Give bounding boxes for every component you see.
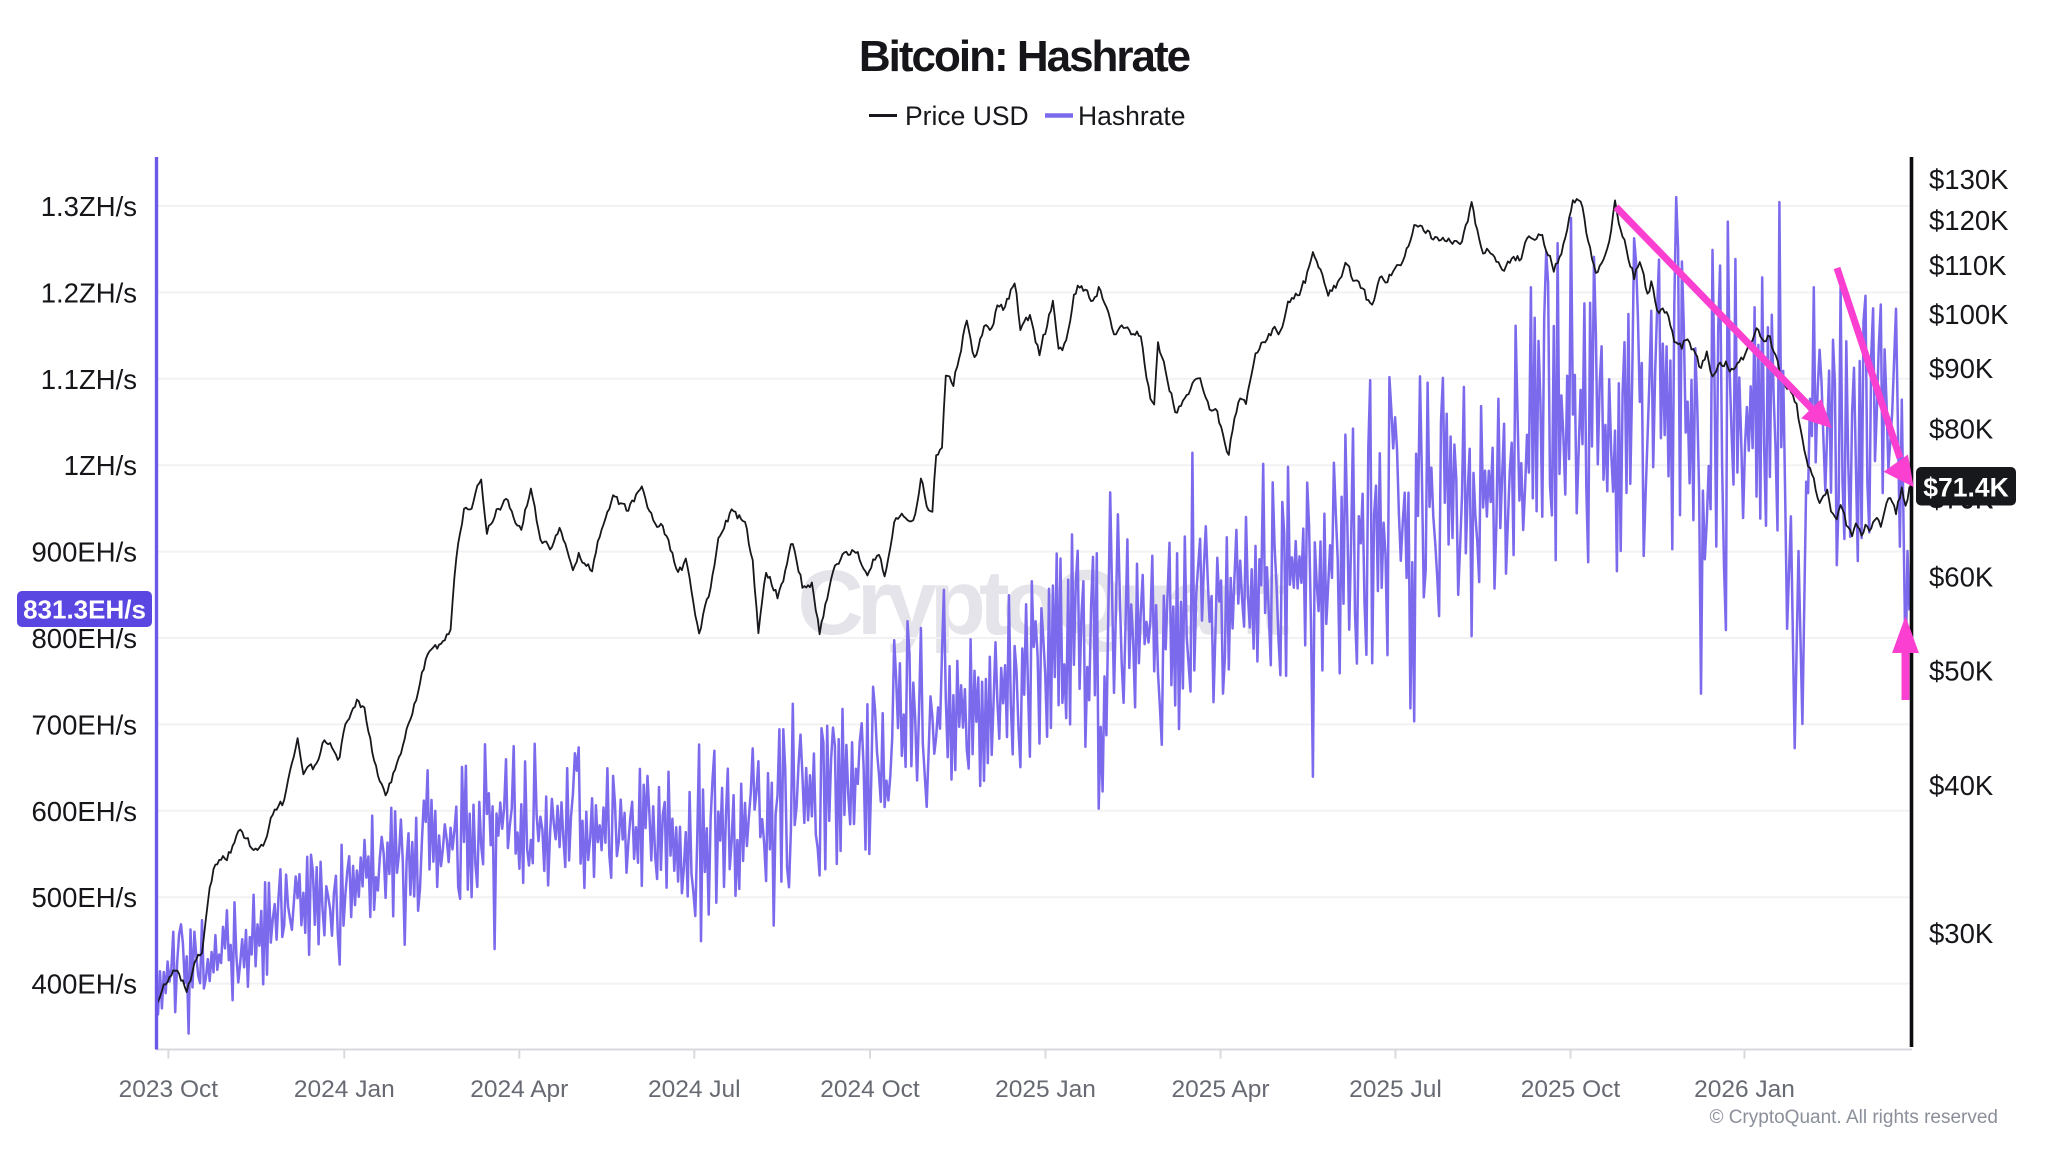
svg-text:900EH/s: 900EH/s bbox=[32, 537, 137, 568]
svg-text:831.3EH/s: 831.3EH/s bbox=[23, 595, 146, 625]
svg-text:2023 Oct: 2023 Oct bbox=[119, 1076, 219, 1103]
svg-text:$110K: $110K bbox=[1929, 250, 2007, 281]
svg-text:400EH/s: 400EH/s bbox=[32, 969, 137, 1000]
svg-text:$30K: $30K bbox=[1929, 918, 1994, 949]
svg-text:2024 Jul: 2024 Jul bbox=[648, 1076, 741, 1103]
svg-text:$120K: $120K bbox=[1929, 205, 2009, 236]
svg-text:2024 Oct: 2024 Oct bbox=[820, 1076, 920, 1103]
svg-text:2025 Oct: 2025 Oct bbox=[1521, 1076, 1621, 1103]
svg-text:Bitcoin: Hashrate: Bitcoin: Hashrate bbox=[859, 32, 1190, 81]
svg-text:$71.4K: $71.4K bbox=[1923, 473, 2008, 503]
svg-text:2024 Apr: 2024 Apr bbox=[470, 1076, 568, 1103]
svg-text:$100K: $100K bbox=[1929, 299, 2009, 330]
svg-text:$60K: $60K bbox=[1929, 562, 1994, 593]
svg-text:1ZH/s: 1ZH/s bbox=[64, 450, 137, 481]
svg-text:2025 Jul: 2025 Jul bbox=[1349, 1076, 1442, 1103]
svg-text:600EH/s: 600EH/s bbox=[32, 796, 137, 827]
svg-text:© CryptoQuant. All rights rese: © CryptoQuant. All rights reserved bbox=[1709, 1107, 1998, 1128]
svg-text:700EH/s: 700EH/s bbox=[32, 709, 137, 740]
svg-text:1.3ZH/s: 1.3ZH/s bbox=[41, 191, 137, 222]
svg-text:1.1ZH/s: 1.1ZH/s bbox=[41, 364, 137, 395]
svg-text:1.2ZH/s: 1.2ZH/s bbox=[41, 277, 137, 308]
svg-text:$80K: $80K bbox=[1929, 414, 1994, 445]
svg-text:2024 Jan: 2024 Jan bbox=[294, 1076, 395, 1103]
svg-text:Price USD: Price USD bbox=[905, 101, 1029, 131]
svg-text:2025 Apr: 2025 Apr bbox=[1171, 1076, 1269, 1103]
svg-text:2026 Jan: 2026 Jan bbox=[1694, 1076, 1795, 1103]
svg-text:$90K: $90K bbox=[1929, 353, 1994, 384]
svg-text:$50K: $50K bbox=[1929, 655, 1994, 686]
svg-text:500EH/s: 500EH/s bbox=[32, 882, 137, 913]
svg-text:800EH/s: 800EH/s bbox=[32, 623, 137, 654]
svg-text:$130K: $130K bbox=[1929, 164, 2009, 195]
svg-text:$40K: $40K bbox=[1929, 770, 1994, 801]
svg-text:2025 Jan: 2025 Jan bbox=[995, 1076, 1096, 1103]
svg-text:Hashrate: Hashrate bbox=[1078, 101, 1186, 131]
